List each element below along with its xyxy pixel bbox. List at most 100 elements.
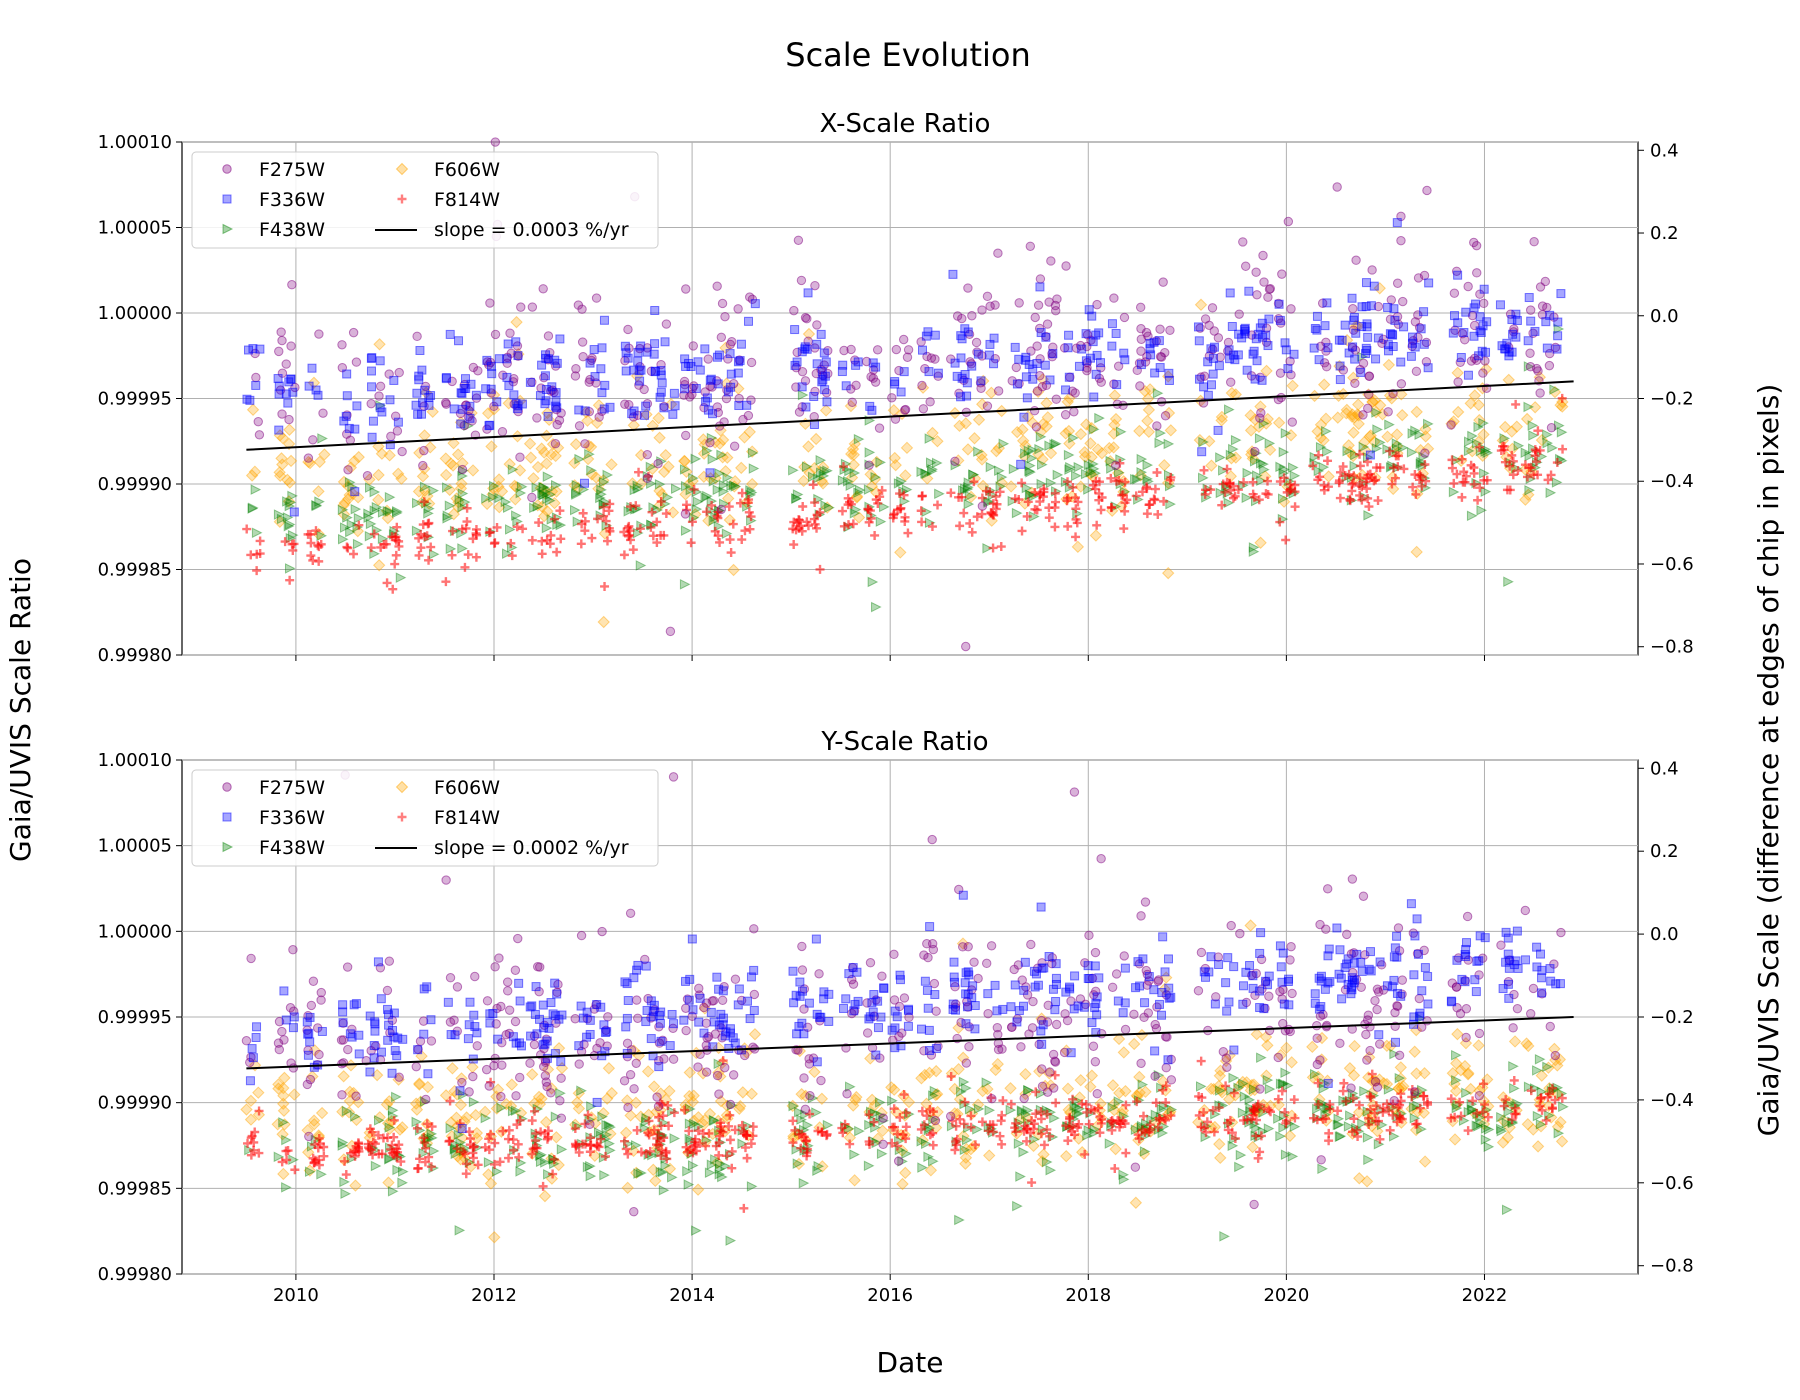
- data-point-f336w: [1113, 996, 1123, 1006]
- data-point-f336w: [1349, 975, 1359, 985]
- data-point-f814w: [1209, 1127, 1219, 1137]
- data-point-f606w: [1369, 405, 1383, 419]
- data-point-f606w: [375, 447, 389, 460]
- data-point-f336w: [338, 1018, 348, 1028]
- data-point-f336w: [537, 360, 547, 370]
- data-point-f438w: [395, 572, 407, 583]
- data-point-f606w: [1450, 1057, 1463, 1070]
- data-point-f336w: [668, 409, 678, 419]
- data-point-f814w: [1419, 1091, 1429, 1101]
- data-point-f814w: [1408, 482, 1418, 492]
- data-point-f438w: [1114, 467, 1125, 478]
- data-point-f606w: [1519, 493, 1532, 506]
- data-point-f814w: [580, 516, 590, 526]
- data-point-f606w: [1448, 1133, 1462, 1146]
- data-point-f606w: [525, 1068, 539, 1081]
- data-point-f275w: [748, 1042, 758, 1052]
- data-point-f336w: [1118, 1008, 1128, 1018]
- data-point-f606w: [1405, 1102, 1418, 1116]
- data-point-f275w: [540, 1071, 551, 1081]
- data-point-f606w: [992, 441, 1006, 455]
- data-point-f275w: [1529, 236, 1539, 247]
- data-point-f814w: [1333, 1106, 1343, 1116]
- y-scale-legend: F275W F336W F438W F606W F814W slope = 0.…: [191, 769, 659, 867]
- data-point-f814w: [1285, 485, 1295, 495]
- data-point-f814w: [1363, 470, 1373, 480]
- data-point-f606w: [900, 441, 914, 455]
- data-point-f336w: [961, 1019, 971, 1029]
- data-point-f438w: [538, 481, 550, 493]
- data-point-f814w: [1313, 475, 1323, 485]
- data-point-f438w: [543, 1169, 554, 1180]
- data-point-f606w: [1260, 1069, 1273, 1082]
- data-point-f275w: [619, 1076, 630, 1086]
- data-point-f336w: [746, 972, 756, 982]
- data-point-f814w: [745, 524, 755, 534]
- data-point-f606w: [1496, 1136, 1510, 1149]
- data-point-f438w: [692, 496, 704, 508]
- data-point-f814w: [995, 1131, 1005, 1141]
- data-point-f606w: [652, 411, 665, 425]
- data-point-f814w: [890, 1122, 900, 1132]
- data-point-f336w: [809, 392, 819, 402]
- data-point-f606w: [1254, 536, 1267, 549]
- data-point-f336w: [623, 996, 633, 1006]
- data-point-f814w: [1051, 497, 1061, 507]
- data-point-f336w: [245, 395, 255, 405]
- data-point-f814w: [947, 1116, 957, 1126]
- data-point-f814w: [280, 537, 290, 547]
- data-point-f606w: [1418, 1155, 1432, 1168]
- data-point-f275w: [1372, 1082, 1383, 1092]
- data-point-f336w: [1396, 357, 1406, 367]
- data-point-f336w: [1257, 318, 1267, 328]
- data-point-f275w: [1512, 1003, 1523, 1014]
- data-point-f336w: [867, 998, 877, 1008]
- data-point-f336w: [283, 398, 293, 408]
- data-point-f606w: [634, 1110, 647, 1123]
- data-point-f814w: [602, 536, 612, 546]
- data-point-f606w: [976, 1084, 989, 1098]
- data-point-f275w: [1362, 1055, 1372, 1065]
- data-point-f438w: [1499, 433, 1511, 444]
- data-point-f336w: [1154, 999, 1164, 1009]
- data-point-f438w: [311, 500, 323, 512]
- data-point-f275w: [872, 345, 883, 355]
- data-point-f438w: [370, 1160, 382, 1172]
- data-point-f814w: [537, 536, 547, 546]
- data-point-f438w: [1471, 437, 1483, 449]
- data-point-f275w: [720, 1062, 730, 1073]
- data-point-f275w: [1461, 1032, 1471, 1043]
- data-point-f814w: [1114, 475, 1124, 485]
- y2-tick-label: −0.6: [1650, 1173, 1694, 1194]
- data-point-f606w: [288, 1088, 301, 1101]
- data-point-f438w: [450, 1148, 462, 1160]
- data-point-f336w: [286, 374, 296, 384]
- data-point-f814w: [955, 521, 965, 531]
- data-point-f814w: [1345, 494, 1355, 504]
- data-point-f438w: [287, 490, 298, 502]
- data-point-f814w: [864, 1110, 874, 1120]
- data-point-f336w: [1469, 303, 1479, 313]
- data-point-f275w: [1213, 333, 1224, 343]
- data-point-f814w: [1362, 484, 1372, 494]
- data-point-f275w: [1496, 940, 1506, 950]
- data-point-f336w: [1019, 412, 1029, 422]
- data-point-f336w: [642, 347, 652, 357]
- data-point-f814w: [727, 1163, 737, 1173]
- data-point-f336w: [1365, 450, 1375, 460]
- data-point-f438w: [1063, 449, 1075, 461]
- data-point-f275w: [734, 393, 744, 404]
- data-point-f275w: [484, 1081, 494, 1091]
- data-point-f814w: [1017, 526, 1027, 536]
- data-point-f438w: [822, 465, 833, 477]
- data-point-f438w: [1025, 460, 1036, 471]
- data-point-f606w: [868, 1098, 882, 1112]
- data-point-f275w: [1029, 406, 1040, 416]
- data-point-f275w: [286, 341, 296, 351]
- data-point-f275w: [1207, 303, 1218, 313]
- data-point-f438w: [1132, 474, 1143, 485]
- data-point-f438w: [1023, 1085, 1034, 1096]
- data-point-f438w: [337, 504, 349, 516]
- data-point-f606w: [1061, 1082, 1075, 1095]
- data-point-f606w: [689, 508, 702, 521]
